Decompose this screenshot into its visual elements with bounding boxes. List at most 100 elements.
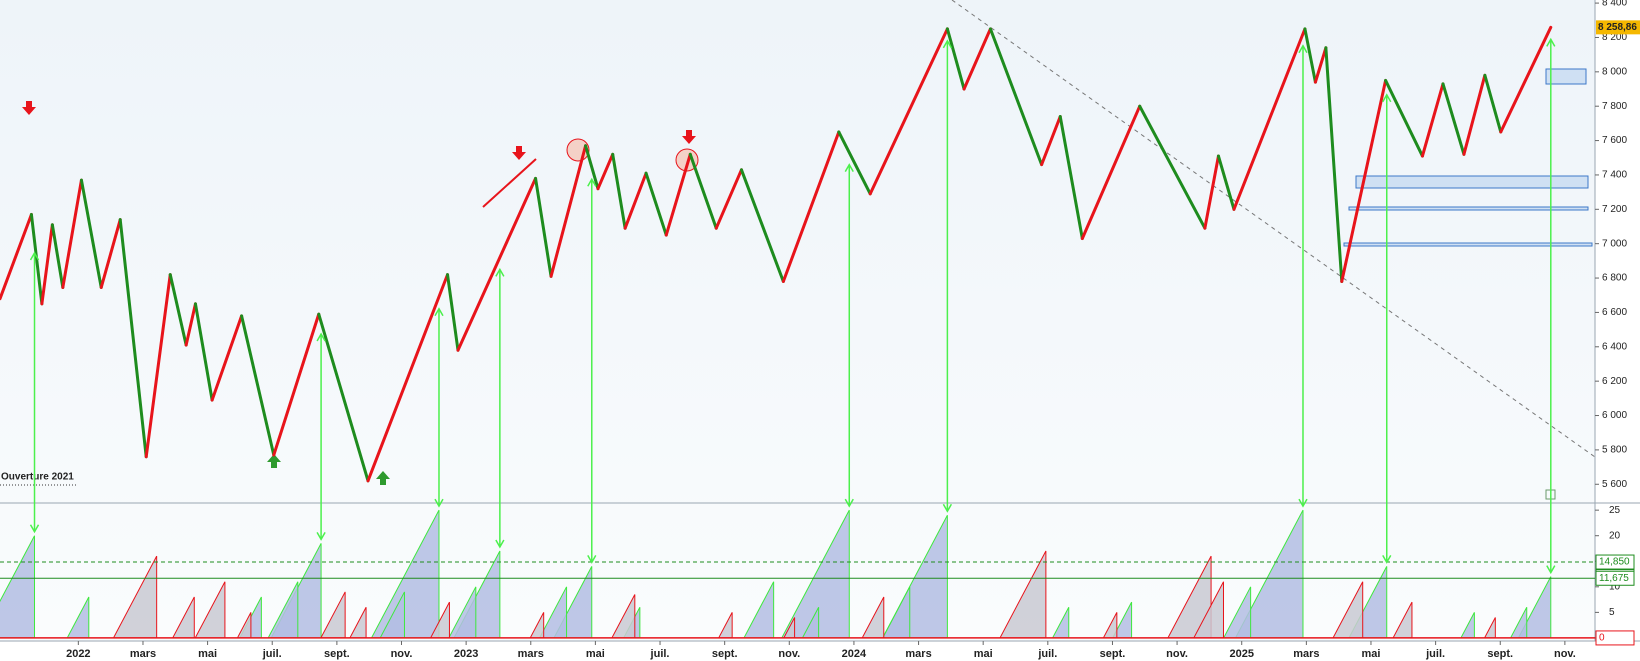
zigzag-segment bbox=[1303, 27, 1317, 84]
y-tick-label: 6 400 bbox=[1602, 341, 1627, 352]
last-price-label: 8 258,86 bbox=[1598, 22, 1637, 33]
x-tick-label: sept. bbox=[1487, 648, 1513, 660]
zigzag-segment bbox=[1324, 46, 1344, 283]
zigzag-segment bbox=[868, 27, 949, 196]
zigzag-segment bbox=[1384, 78, 1424, 158]
value-tag-label: 0 bbox=[1599, 633, 1605, 644]
zigzag-segment bbox=[168, 273, 188, 347]
zigzag-segment bbox=[29, 212, 44, 306]
x-tick-label: sept. bbox=[1100, 648, 1126, 660]
zigzag-segment bbox=[210, 314, 244, 402]
value-tag-label: 14,850 bbox=[1599, 557, 1630, 568]
x-tick-label: juil. bbox=[1037, 648, 1057, 660]
zigzag-segment bbox=[1058, 115, 1084, 241]
zigzag-segment bbox=[99, 218, 122, 290]
zigzag-segment bbox=[272, 312, 321, 457]
zigzag-segment bbox=[837, 130, 872, 196]
zigzag-segment bbox=[40, 223, 54, 306]
axis-background bbox=[1595, 0, 1640, 661]
zigzag-segment bbox=[584, 144, 600, 191]
y-tick-label: 5 bbox=[1609, 607, 1615, 618]
trend-line bbox=[482, 158, 537, 208]
zigzag-segment bbox=[644, 171, 668, 237]
signal-arrow-head bbox=[1298, 44, 1308, 54]
zigzag-segment bbox=[0, 212, 33, 301]
y-tick-label: 6 000 bbox=[1602, 410, 1627, 421]
y-tick-label: 20 bbox=[1609, 530, 1621, 541]
signal-arrow-head bbox=[29, 251, 40, 261]
last-price-tag bbox=[1596, 20, 1640, 35]
zigzag-segment bbox=[456, 176, 538, 352]
y-tick-label: 7 200 bbox=[1602, 204, 1627, 215]
zigzag-segment bbox=[534, 176, 553, 278]
zigzag-segment bbox=[611, 152, 627, 230]
zigzag-segment bbox=[623, 171, 648, 230]
zigzag-segment bbox=[61, 178, 83, 290]
x-tick-label: juil. bbox=[262, 648, 282, 660]
zigzag-segment bbox=[118, 218, 148, 459]
zigzag-segment bbox=[1313, 46, 1328, 84]
signal-arrow-head bbox=[434, 307, 444, 317]
zigzag-segment bbox=[945, 27, 966, 91]
x-tick-label: mai bbox=[198, 648, 217, 660]
value-tag-label: 11,675 bbox=[1599, 573, 1629, 584]
signal-arrow-head bbox=[1298, 498, 1308, 508]
y-tick-label: 6 200 bbox=[1602, 376, 1627, 387]
x-tick-label: sept. bbox=[712, 648, 738, 660]
y-tick-label: 5 600 bbox=[1602, 479, 1627, 490]
y-tick-label: 6 800 bbox=[1602, 273, 1627, 284]
signal-arrow-head bbox=[844, 163, 854, 172]
x-tick-label: nov. bbox=[1166, 648, 1188, 660]
zigzag-segment bbox=[1232, 27, 1307, 211]
y-tick-label: 6 600 bbox=[1602, 307, 1627, 318]
zigzag-segment bbox=[714, 168, 743, 230]
signal-arrow-head bbox=[1546, 565, 1556, 575]
zigzag-segment bbox=[739, 168, 785, 283]
x-tick-label: mai bbox=[974, 648, 993, 660]
y-tick-label: 8 200 bbox=[1602, 32, 1627, 43]
signal-arrow-head bbox=[844, 498, 854, 508]
x-tick-label: juil. bbox=[650, 648, 670, 660]
x-tick-label: 2024 bbox=[842, 648, 867, 660]
zigzag-segment bbox=[1203, 154, 1220, 230]
x-tick-label: 2023 bbox=[454, 648, 478, 660]
zigzag-segment bbox=[1441, 82, 1466, 156]
x-tick-label: juil. bbox=[1425, 648, 1445, 660]
zigzag-segment bbox=[317, 312, 370, 483]
zigzag-segment bbox=[1340, 78, 1388, 283]
zigzag-segment bbox=[1080, 104, 1142, 241]
zigzag-segment bbox=[446, 273, 460, 352]
zigzag-segment bbox=[193, 302, 214, 402]
signal-arrow-head bbox=[942, 39, 953, 49]
signal-arrow-head bbox=[495, 539, 505, 549]
x-tick-label: mars bbox=[518, 648, 544, 660]
x-tick-label: mai bbox=[586, 648, 605, 660]
zigzag-segment bbox=[988, 27, 1044, 167]
zigzag-segment bbox=[688, 152, 718, 230]
y-tick-label: 7 800 bbox=[1602, 101, 1627, 112]
signal-arrow-head bbox=[316, 532, 326, 541]
value-tag bbox=[1595, 630, 1635, 646]
y-tick-label: 8 000 bbox=[1602, 66, 1627, 77]
x-tick-label: nov. bbox=[1554, 648, 1576, 660]
zone bbox=[1545, 68, 1587, 85]
zigzag-segment bbox=[50, 223, 65, 290]
x-tick-label: nov. bbox=[391, 648, 413, 660]
x-tick-label: nov. bbox=[778, 648, 800, 660]
x-tick-label: mars bbox=[1293, 648, 1319, 660]
y-tick-label: 25 bbox=[1609, 505, 1621, 516]
signal-arrow-head bbox=[29, 524, 40, 534]
highlight-circle bbox=[675, 148, 699, 172]
zigzag-segment bbox=[1420, 82, 1445, 158]
zigzag-segment bbox=[962, 27, 992, 91]
zigzag-segment bbox=[1499, 25, 1553, 134]
x-tick-label: mai bbox=[1361, 648, 1380, 660]
signal-arrow-head bbox=[316, 332, 326, 342]
zigzag-segment bbox=[366, 273, 450, 483]
zigzag-segment bbox=[664, 152, 692, 237]
signal-arrow-head bbox=[587, 177, 597, 187]
y-tick-label: 7 000 bbox=[1602, 238, 1627, 249]
y-tick-label: 10 bbox=[1609, 581, 1621, 592]
zigzag-segment bbox=[1462, 73, 1487, 156]
